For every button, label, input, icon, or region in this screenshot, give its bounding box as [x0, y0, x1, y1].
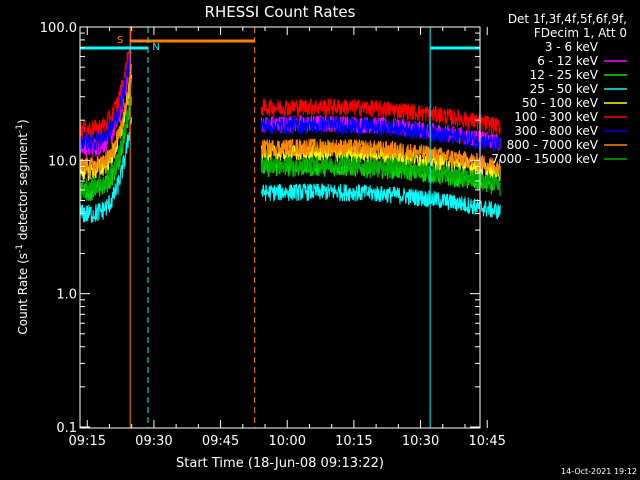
legend-entry-label: 3 - 6 keV	[545, 40, 599, 54]
x-tick-label: 10:30	[402, 434, 439, 449]
series-line-post-gap	[260, 116, 501, 152]
y-axis: 100.0 10.0 1.0 0.1	[40, 21, 480, 436]
y-axis-label-sup1: -1	[15, 244, 25, 253]
legend-header-line-1: Det 1f,3f,4f,5f,6f,9f,	[508, 12, 627, 26]
x-tick-label: 10:15	[335, 434, 372, 449]
series-line-pre-gap	[79, 40, 133, 152]
series-line-pre-gap	[79, 117, 133, 223]
series-line-post-gap	[260, 114, 501, 151]
x-tick-label: 10:45	[468, 434, 505, 449]
chart-title: RHESSI Count Rates	[205, 3, 356, 21]
legend-entry-label: 25 - 50 keV	[530, 82, 599, 96]
y-axis-label-sup2: -1	[15, 124, 25, 133]
x-tick-label: 09:30	[135, 434, 172, 449]
legend-entry-label: 50 - 100 keV	[522, 96, 599, 110]
series-line-pre-gap	[79, 78, 133, 197]
y-axis-label: Count Rate (s-1 detector segment-1)	[15, 119, 30, 334]
y-axis-label-mid: detector segment	[16, 133, 30, 244]
x-axis-label: Start Time (18-Jun-08 09:13:22)	[176, 456, 384, 471]
legend-header-line-2: FDecim 1, Att 0	[534, 26, 627, 40]
legend-entry-label: 100 - 300 keV	[514, 110, 598, 124]
legend-entry-label: 12 - 25 keV	[530, 68, 599, 82]
series-line-post-gap	[260, 138, 501, 176]
x-tick-label: 09:45	[202, 434, 239, 449]
legend: Det 1f,3f,4f,5f,6f,9f, FDecim 1, Att 0 3…	[491, 12, 627, 166]
y-axis-label-end: )	[16, 119, 30, 124]
y-tick-label: 0.1	[56, 421, 77, 436]
y-tick-label: 10.0	[48, 154, 77, 169]
y-tick-label: 100.0	[40, 21, 77, 36]
footer-date: 14-Oct-2021 19:12	[561, 467, 637, 476]
legend-entry-label: 300 - 800 keV	[514, 124, 598, 138]
y-tick-label: 1.0	[56, 288, 77, 303]
series-lines	[79, 25, 501, 223]
x-tick-label: 10:00	[269, 434, 306, 449]
series-line-post-gap	[260, 97, 501, 136]
legend-entry-label: 7000 - 15000 keV	[491, 152, 598, 166]
marker-label: N	[152, 42, 159, 53]
legend-entry-label: 800 - 7000 keV	[507, 138, 599, 152]
series-line-pre-gap	[79, 64, 133, 177]
series-line-post-gap	[260, 154, 501, 191]
plot-frame	[79, 26, 481, 429]
legend-entry-label: 6 - 12 keV	[537, 54, 599, 68]
x-tick-label: 09:15	[69, 434, 106, 449]
series-line-post-gap	[260, 183, 501, 220]
series-line-pre-gap	[79, 25, 133, 141]
x-axis: 09:15 09:30 09:45 10:00 10:15 10:30 10:45	[69, 27, 506, 449]
marker-label: S	[117, 35, 123, 46]
y-axis-label-main: Count Rate (s	[16, 253, 30, 335]
